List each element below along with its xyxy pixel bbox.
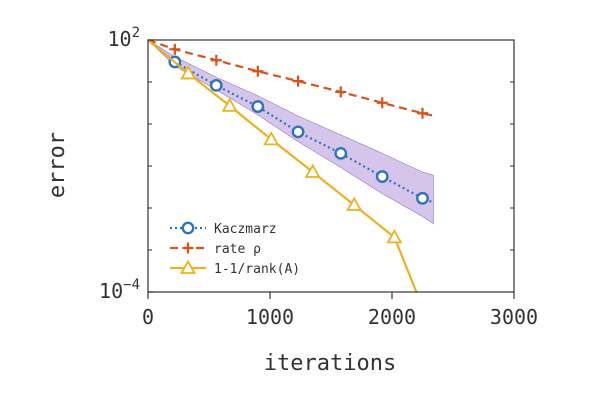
- legend-marker-2: [179, 259, 197, 274]
- x-tick-label-3: 3000: [490, 305, 538, 329]
- series-2-point-4: [304, 163, 321, 178]
- x-axis-label: iterations: [264, 351, 396, 376]
- legend: Kaczmarz rate ρ 1-1/rank(A): [170, 221, 300, 277]
- legend-marker-1: [182, 242, 194, 254]
- series-2-point-5: [346, 196, 363, 211]
- x-tick-label-2: 2000: [368, 305, 416, 329]
- series-0-point-7: [416, 191, 429, 205]
- series-2-point-2: [221, 97, 238, 112]
- confidence-band-layer: [147, 39, 434, 225]
- y-tick-label-0: 10−4: [99, 277, 140, 303]
- ticks-layer: 0 1000 2000 3000 10−4 102: [99, 25, 538, 329]
- series-1-point-6: [376, 97, 388, 109]
- series-2-point-3: [263, 131, 280, 146]
- series-0-point-4: [291, 125, 305, 139]
- series-layer: [147, 38, 435, 293]
- legend-marker-0: [181, 221, 195, 235]
- series-0-point-6: [375, 170, 389, 183]
- series-1-point-5: [335, 86, 347, 98]
- legend-label-1: rate ρ: [214, 242, 261, 257]
- series-0-point-3: [251, 100, 265, 113]
- legend-label-2: 1-1/rank(A): [214, 262, 300, 277]
- series-1-point-4: [292, 75, 304, 87]
- y-axis-label: error: [45, 132, 70, 198]
- y-tick-label-1: 102: [107, 25, 140, 51]
- x-tick-label-0: 0: [142, 305, 154, 329]
- series-2-point-6: [386, 229, 403, 244]
- series-1-point-1: [169, 43, 181, 55]
- series-1-point-2: [210, 54, 222, 66]
- x-tick-label-1: 1000: [246, 305, 294, 329]
- series-1-line: [147, 38, 435, 118]
- series-0-point-5: [334, 146, 348, 160]
- legend-label-0: Kaczmarz: [214, 222, 277, 237]
- series-1-point-3: [252, 65, 264, 77]
- series-2-point-1: [180, 65, 197, 80]
- series-1-point-7: [417, 107, 428, 119]
- series-0-point-2: [209, 78, 223, 92]
- series-0-band: [147, 39, 434, 225]
